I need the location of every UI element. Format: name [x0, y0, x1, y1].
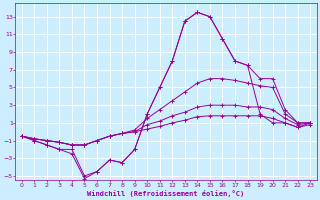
X-axis label: Windchill (Refroidissement éolien,°C): Windchill (Refroidissement éolien,°C) [87, 190, 244, 197]
